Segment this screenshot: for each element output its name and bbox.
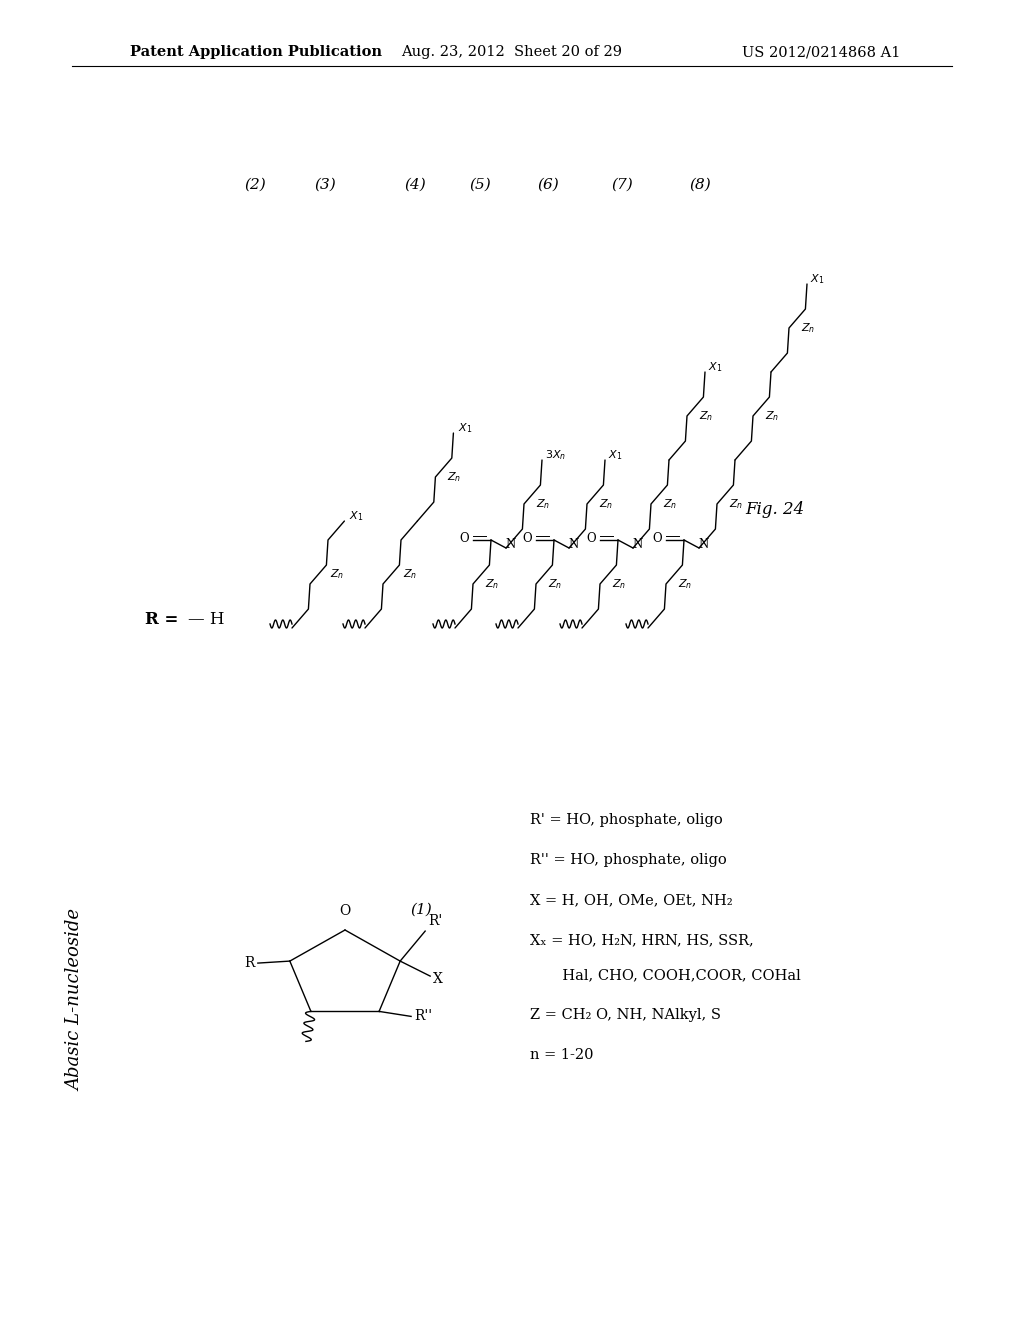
Text: $Z_n$: $Z_n$ [678, 577, 692, 591]
Text: $Z_n$: $Z_n$ [330, 568, 344, 581]
Text: $X_1$: $X_1$ [459, 421, 473, 434]
Text: R' = HO, phosphate, oligo: R' = HO, phosphate, oligo [530, 813, 723, 828]
Text: R: R [245, 956, 255, 970]
Text: Aug. 23, 2012  Sheet 20 of 29: Aug. 23, 2012 Sheet 20 of 29 [401, 45, 623, 59]
Text: O: O [460, 532, 469, 544]
Text: R =: R = [144, 611, 178, 628]
Text: $Z_n$: $Z_n$ [536, 498, 550, 511]
Text: (4): (4) [404, 178, 426, 191]
Text: n = 1-20: n = 1-20 [530, 1048, 594, 1063]
Text: O: O [522, 532, 532, 544]
Text: R'': R'' [414, 1010, 432, 1023]
Text: $X_1$: $X_1$ [608, 447, 623, 462]
Text: O: O [652, 532, 662, 544]
Text: (8): (8) [689, 178, 711, 191]
Text: $Z_n$: $Z_n$ [548, 577, 562, 591]
Text: (7): (7) [611, 178, 633, 191]
Text: Xₓ = HO, H₂N, HRN, HS, SSR,: Xₓ = HO, H₂N, HRN, HS, SSR, [530, 933, 754, 946]
Text: Z = CH₂ O, NH, NAlkyl, S: Z = CH₂ O, NH, NAlkyl, S [530, 1008, 721, 1022]
Text: $X_1$: $X_1$ [349, 510, 364, 523]
Text: N: N [698, 539, 710, 552]
Text: Patent Application Publication: Patent Application Publication [130, 45, 382, 59]
Text: $X_1$: $X_1$ [708, 360, 722, 374]
Text: — H: — H [188, 611, 224, 628]
Text: $Z_n$: $Z_n$ [765, 409, 779, 422]
Text: Abasic L-nucleoside: Abasic L-nucleoside [66, 909, 84, 1092]
Text: $Z_n$: $Z_n$ [612, 577, 627, 591]
Text: X: X [433, 972, 443, 986]
Text: X = H, OH, OMe, OEt, NH₂: X = H, OH, OMe, OEt, NH₂ [530, 894, 732, 907]
Text: $Z_n$: $Z_n$ [599, 498, 613, 511]
Text: $Z_n$: $Z_n$ [663, 498, 677, 511]
Text: O: O [339, 904, 350, 917]
Text: $X_1$: $X_1$ [810, 272, 824, 286]
Text: $3X_n$: $3X_n$ [545, 447, 566, 462]
Text: (2): (2) [244, 178, 266, 191]
Text: $Z_n$: $Z_n$ [485, 577, 500, 591]
Text: US 2012/0214868 A1: US 2012/0214868 A1 [741, 45, 900, 59]
Text: R'' = HO, phosphate, oligo: R'' = HO, phosphate, oligo [530, 853, 727, 867]
Text: $Z_n$: $Z_n$ [447, 470, 462, 484]
Text: $Z_n$: $Z_n$ [801, 321, 815, 335]
Text: (3): (3) [314, 178, 336, 191]
Text: N: N [569, 539, 580, 552]
Text: $Z_n$: $Z_n$ [729, 498, 743, 511]
Text: O: O [587, 532, 596, 544]
Text: (5): (5) [469, 178, 490, 191]
Text: (6): (6) [538, 178, 559, 191]
Text: N: N [633, 539, 643, 552]
Text: N: N [506, 539, 516, 552]
Text: Hal, CHO, COOH,COOR, COHal: Hal, CHO, COOH,COOR, COHal [530, 968, 801, 982]
Text: $Z_n$: $Z_n$ [403, 568, 418, 581]
Text: (1): (1) [410, 903, 432, 917]
Text: Fig. 24: Fig. 24 [745, 502, 804, 519]
Text: R': R' [428, 913, 442, 928]
Text: $Z_n$: $Z_n$ [699, 409, 714, 422]
